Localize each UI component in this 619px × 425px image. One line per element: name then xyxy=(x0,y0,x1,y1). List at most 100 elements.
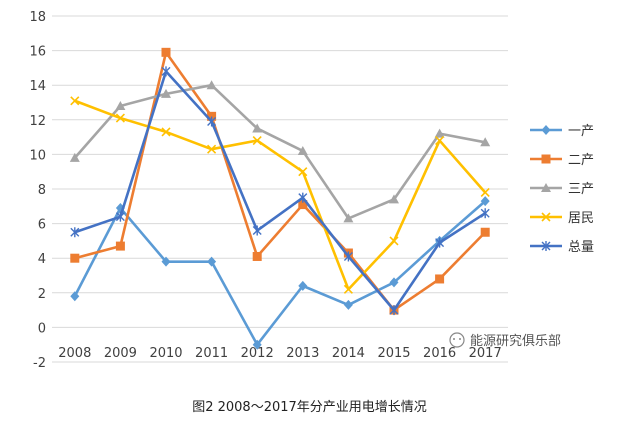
data-point xyxy=(115,211,125,222)
legend-marker xyxy=(541,183,551,192)
data-point xyxy=(161,256,171,267)
data-point xyxy=(115,113,125,123)
data-point xyxy=(115,100,126,110)
data-point xyxy=(389,305,399,316)
y-tick-label: 8 xyxy=(38,183,46,198)
data-point xyxy=(435,274,445,284)
data-point xyxy=(434,128,445,138)
wechat-icon xyxy=(449,332,465,348)
data-point xyxy=(70,227,80,238)
y-tick-label: 14 xyxy=(29,79,46,94)
legend-item: 二产 xyxy=(530,153,594,168)
legend-label: 居民 xyxy=(568,211,594,226)
x-tick-label: 2017 xyxy=(469,346,502,361)
data-point xyxy=(389,236,399,246)
gridlines xyxy=(52,15,508,363)
data-point xyxy=(70,253,80,263)
x-tick-label: 2010 xyxy=(149,346,182,361)
y-tick-label: 18 xyxy=(29,10,46,25)
data-point xyxy=(480,196,490,207)
legend-item: 三产 xyxy=(530,182,594,197)
watermark: 能源研究俱乐部 xyxy=(449,332,561,349)
y-tick-label: 6 xyxy=(38,218,46,233)
data-point xyxy=(161,47,171,57)
data-point xyxy=(115,241,125,251)
x-tick-label: 2014 xyxy=(332,346,365,361)
y-tick-label: 2 xyxy=(38,287,46,302)
y-tick-label: 4 xyxy=(38,252,46,267)
x-tick-label: 2016 xyxy=(423,346,456,361)
series-lines xyxy=(69,47,491,350)
data-point xyxy=(161,66,171,77)
data-point xyxy=(252,225,262,236)
data-point xyxy=(480,187,490,198)
series-line xyxy=(73,83,486,220)
data-point xyxy=(207,256,217,267)
data-point xyxy=(207,111,217,121)
y-tick-label: 10 xyxy=(29,148,46,163)
legend-marker xyxy=(541,212,551,222)
data-point xyxy=(207,116,217,127)
x-axis-ticks: 2008 2009 2010 2011 2012 2013 2014 2015 2016 2017 xyxy=(58,346,501,361)
series-3 xyxy=(69,80,491,223)
data-point xyxy=(343,251,353,262)
data-point xyxy=(480,227,490,237)
data-point xyxy=(343,299,353,310)
data-point xyxy=(161,127,171,137)
data-point xyxy=(252,123,263,133)
data-point xyxy=(206,80,217,90)
series-line xyxy=(74,51,487,312)
legend-item: 总量 xyxy=(530,240,594,255)
data-point xyxy=(252,339,262,350)
x-tick-label: 2011 xyxy=(195,346,228,361)
x-tick-label: 2013 xyxy=(286,346,319,361)
x-tick-label: 2008 xyxy=(58,346,91,361)
legend-marker xyxy=(541,125,551,135)
data-point xyxy=(343,284,353,294)
series-line xyxy=(73,200,487,347)
data-point xyxy=(343,213,354,223)
data-point xyxy=(389,277,399,288)
x-tick-label: 2012 xyxy=(241,346,274,361)
data-point xyxy=(435,135,445,146)
data-point xyxy=(298,192,308,203)
series-4 xyxy=(70,96,490,294)
data-point xyxy=(207,144,217,154)
legend-label: 二产 xyxy=(568,153,594,168)
data-point xyxy=(252,135,262,146)
x-tick-label: 2015 xyxy=(377,346,410,361)
legend-marker xyxy=(541,241,551,251)
watermark-text: 能源研究俱乐部 xyxy=(470,334,561,349)
series-5 xyxy=(70,66,490,316)
series-2 xyxy=(70,47,490,315)
series-line xyxy=(74,70,486,312)
data-point xyxy=(480,137,491,147)
data-point xyxy=(161,88,171,98)
data-point xyxy=(69,152,80,162)
data-point xyxy=(70,96,80,106)
data-point xyxy=(252,251,262,261)
data-point xyxy=(298,280,308,291)
y-tick-label: 12 xyxy=(29,114,46,129)
legend-label: 三产 xyxy=(568,182,594,197)
data-point xyxy=(70,291,80,302)
data-point xyxy=(389,194,399,204)
series-line xyxy=(74,99,487,291)
legend-item: 居民 xyxy=(530,211,594,226)
legend-label: 总量 xyxy=(568,240,594,255)
y-tick-label: 16 xyxy=(29,45,46,60)
y-tick-label: -2 xyxy=(33,356,46,371)
data-point xyxy=(435,237,445,248)
y-tick-label: 0 xyxy=(38,321,46,336)
x-tick-label: 2009 xyxy=(104,346,137,361)
legend-label: 一产 xyxy=(568,124,594,139)
y-axis-ticks: -2 0 2 4 6 8 10 12 14 16 18 xyxy=(29,10,46,371)
data-point xyxy=(298,167,308,177)
series-1 xyxy=(70,196,490,350)
figure-caption: 图2 2008～2017年分产业用电增长情况 xyxy=(192,400,427,415)
data-point xyxy=(297,145,308,155)
data-point xyxy=(298,200,308,210)
legend-item: 一产 xyxy=(530,124,594,139)
